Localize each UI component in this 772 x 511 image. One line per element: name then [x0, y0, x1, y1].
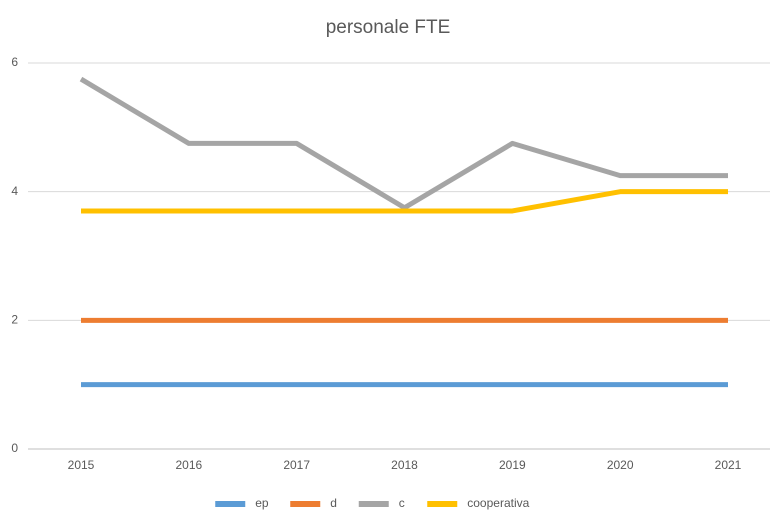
legend-swatch — [215, 501, 246, 507]
legend-swatch — [427, 501, 458, 507]
x-tick-label: 2019 — [499, 458, 526, 472]
legend-label: ep — [255, 496, 269, 510]
y-tick-label: 2 — [11, 313, 18, 327]
legend-swatch — [290, 501, 321, 507]
x-tick-label: 2018 — [391, 458, 418, 472]
line-series — [81, 189, 728, 214]
x-tick-label: 2016 — [175, 458, 202, 472]
x-tick-label: 2017 — [283, 458, 310, 472]
legend-label: d — [330, 496, 337, 510]
x-tick-label: 2020 — [607, 458, 634, 472]
y-tick-label: 4 — [11, 184, 18, 198]
chart-title: personale FTE — [326, 17, 451, 38]
legend-label: c — [399, 496, 405, 510]
x-tick-label: 2015 — [68, 458, 95, 472]
line-series — [79, 76, 728, 211]
x-tick-label: 2021 — [715, 458, 742, 472]
legend-label: cooperativa — [467, 496, 529, 510]
y-tick-label: 0 — [11, 441, 18, 455]
legend-swatch — [358, 501, 389, 507]
y-tick-label: 6 — [11, 55, 18, 69]
